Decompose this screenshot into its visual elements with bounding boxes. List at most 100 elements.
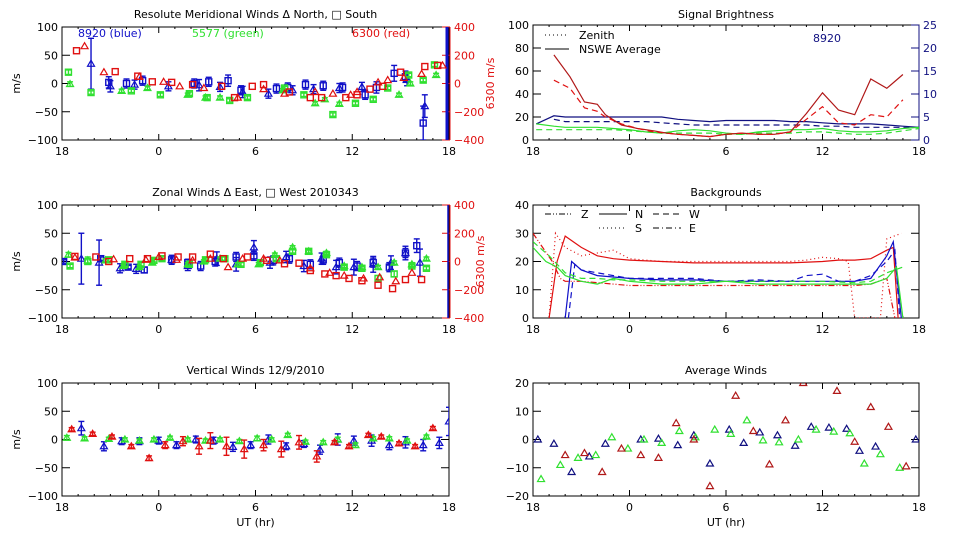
data-point-triangle <box>142 83 153 92</box>
backgrounds-series-line <box>564 239 902 318</box>
data-point-triangle <box>674 426 684 435</box>
data-point-square <box>369 95 377 104</box>
data-point-square <box>201 256 210 264</box>
backgrounds-series-line <box>567 248 901 318</box>
data-point-square <box>243 93 252 102</box>
backgrounds-x-tick-label: 6 <box>723 323 730 336</box>
data-point-triangle <box>673 440 683 449</box>
data-point-square <box>421 62 429 71</box>
brightness-y2-tick-label: 0 <box>923 134 930 147</box>
data-point-triangle <box>310 98 320 107</box>
data-point-triangle <box>357 82 367 90</box>
brightness-series-line <box>553 118 919 128</box>
data-point-square <box>319 82 327 90</box>
data-point-triangle <box>391 276 401 285</box>
data-point-triangle <box>259 84 269 93</box>
data-point-triangle <box>616 443 627 452</box>
data-point-square <box>206 250 215 258</box>
legend-label: Z <box>581 208 589 221</box>
legend-label-green: 5577 (green) <box>192 27 264 40</box>
data-point-triangle <box>859 458 869 467</box>
data-point-square <box>317 93 326 102</box>
data-point-square <box>126 254 134 263</box>
zonal-y2-tick-label: −200 <box>454 284 484 297</box>
average-y-tick-label: 0 <box>522 434 529 447</box>
data-point-triangle <box>798 383 808 387</box>
data-point-square <box>185 89 194 98</box>
data-point-triangle <box>758 435 768 444</box>
meridional-y2-tick-label: 400 <box>454 21 475 34</box>
average-y-tick-label: −20 <box>506 490 529 503</box>
data-point-triangle <box>875 449 885 458</box>
data-point-triangle <box>871 441 881 450</box>
zonal-y-tick-label: 100 <box>37 199 58 212</box>
data-point-triangle <box>573 453 583 461</box>
average-x-tick-label: 12 <box>816 501 830 514</box>
data-point-triangle <box>421 431 431 440</box>
zonal-x-tick-label: 12 <box>345 323 359 336</box>
data-point-square <box>259 80 268 89</box>
data-point-triangle <box>223 262 233 271</box>
data-point-triangle <box>607 432 617 441</box>
backgrounds-title: Backgrounds <box>690 186 762 199</box>
data-point-triangle <box>281 441 291 450</box>
meridional-y-tick-label: 100 <box>37 21 58 34</box>
data-point-square <box>87 88 95 97</box>
meridional-y-tick-label: 50 <box>44 49 58 62</box>
vertical-y-axis-label: m/s <box>10 429 23 449</box>
legend-label: W <box>689 208 700 221</box>
data-point-square <box>285 254 294 263</box>
data-point-triangle <box>726 429 736 437</box>
data-point-square <box>419 76 427 84</box>
data-point-square <box>345 274 353 283</box>
data-point-square <box>272 84 281 93</box>
data-point-square <box>342 93 350 102</box>
average-x-axis-label: UT (hr) <box>707 516 745 529</box>
data-point-triangle <box>310 87 320 96</box>
data-point-triangle <box>329 437 340 446</box>
meridional-x-tick-label: 0 <box>155 145 162 158</box>
data-point-square <box>305 247 313 256</box>
data-point-square <box>422 264 431 272</box>
data-point-triangle <box>126 441 136 450</box>
zonal-y2-tick-label: 400 <box>454 199 475 212</box>
meridional-x-tick-label: 6 <box>252 145 259 158</box>
data-point-triangle <box>107 431 117 440</box>
data-point-square <box>127 87 136 95</box>
brightness-y-tick-label: 60 <box>515 65 529 78</box>
data-point-triangle <box>134 435 144 444</box>
zonal-y-tick-label: 0 <box>51 256 58 269</box>
legend-label-blue: 8920 (blue) <box>78 27 142 40</box>
legend-label: E <box>689 222 696 235</box>
data-point-square <box>358 264 366 272</box>
backgrounds-y-tick-label: 10 <box>515 284 529 297</box>
data-point-triangle <box>774 437 784 446</box>
data-point-triangle <box>854 446 865 454</box>
data-point-triangle <box>731 391 741 399</box>
data-point-triangle <box>120 434 130 443</box>
zonal-x-tick-label: 6 <box>252 323 259 336</box>
data-point-square <box>351 99 360 107</box>
brightness-y-tick-label: 20 <box>515 111 529 124</box>
brightness-x-tick-label: 6 <box>723 145 730 158</box>
backgrounds-x-tick-label: 18 <box>526 323 540 336</box>
data-point-square <box>111 67 119 76</box>
vertical-y-tick-label: 0 <box>51 434 58 447</box>
data-point-triangle <box>394 438 404 447</box>
backgrounds-y-tick-label: 20 <box>515 256 529 269</box>
data-point-square <box>121 260 129 269</box>
legend-label: N <box>635 208 643 221</box>
data-point-square <box>137 260 145 269</box>
vertical-x-tick-label: 12 <box>345 501 359 514</box>
data-point-square <box>353 91 361 99</box>
data-point-triangle <box>267 434 277 443</box>
data-point-triangle <box>636 450 646 459</box>
data-point-triangle <box>410 441 420 450</box>
zonal-y2-axis-label: 6300 m/s <box>474 235 487 287</box>
zonal-y-tick-label: −100 <box>28 312 58 325</box>
data-point-triangle <box>88 429 98 437</box>
data-point-triangle <box>160 440 170 449</box>
backgrounds-series-line <box>533 246 904 318</box>
data-point-triangle <box>265 257 275 266</box>
